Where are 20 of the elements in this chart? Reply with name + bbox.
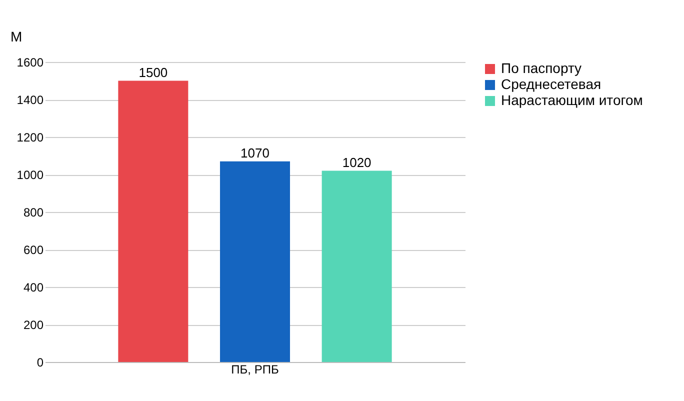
bar bbox=[118, 80, 188, 362]
y-tick-label: 0 bbox=[36, 356, 44, 370]
y-tick-label: 200 bbox=[23, 318, 44, 332]
y-tick-label: 1400 bbox=[16, 93, 44, 107]
y-axis-title: М bbox=[10, 28, 22, 44]
y-tick-label: 1200 bbox=[16, 130, 44, 144]
legend-label: Нарастающим итогом bbox=[501, 92, 643, 108]
y-tick-label: 600 bbox=[23, 243, 44, 257]
y-tick-label: 1000 bbox=[16, 168, 44, 182]
bar bbox=[220, 161, 290, 362]
legend-label: По паспорту bbox=[501, 60, 582, 76]
data-label: 1500 bbox=[138, 64, 168, 80]
data-label: 1020 bbox=[342, 154, 372, 170]
data-label: 1070 bbox=[240, 145, 270, 160]
legend-label: Среднесетевая bbox=[501, 76, 602, 92]
x-tick-label: ПБ, РПБ bbox=[231, 362, 279, 376]
y-tick-label: 400 bbox=[23, 280, 44, 294]
bar bbox=[322, 170, 392, 362]
y-tick-label: 800 bbox=[23, 206, 44, 220]
y-tick-label: 1600 bbox=[16, 56, 44, 70]
